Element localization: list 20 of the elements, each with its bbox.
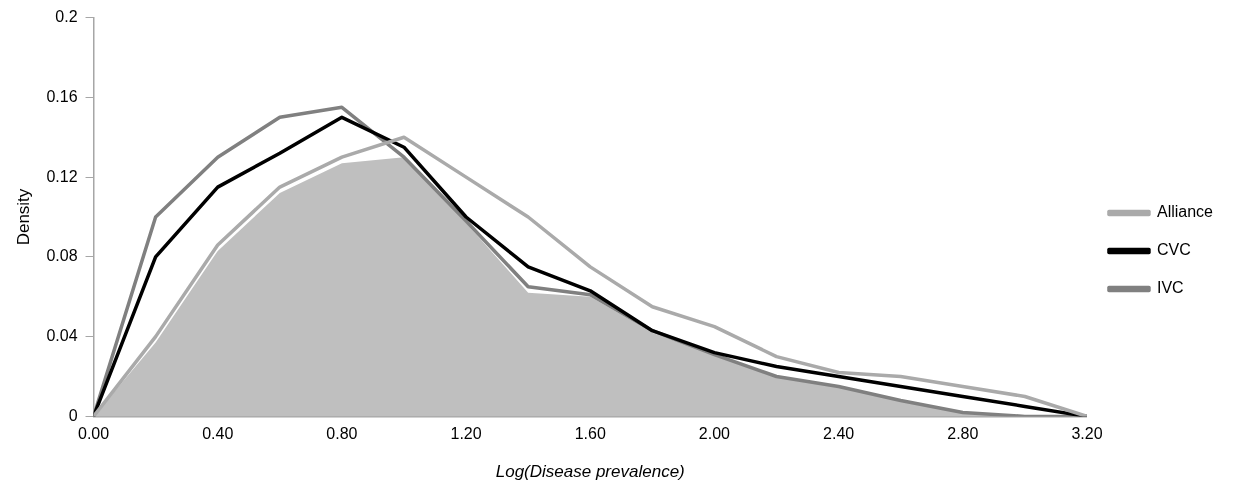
x-tick-label: 3.20 [1071,425,1103,443]
y-tick-label: 0.04 [46,327,78,345]
y-tick-label: 0.08 [46,247,78,265]
x-tick-label: 0.40 [202,425,234,443]
x-tick-label: 1.60 [574,425,606,443]
x-tick-label: 2.40 [823,425,855,443]
y-tick-label: 0.12 [46,167,78,185]
x-tick-label: 2.00 [698,425,731,443]
legend-label: IVC [1156,279,1184,297]
y-tick-label: 0 [68,406,78,424]
y-tick-label: 0.16 [46,87,78,105]
y-tick-label: 0.2 [55,8,78,26]
y-axis-title: Density [13,188,33,246]
legend-label: CVC [1156,241,1191,259]
legend-label: Alliance [1156,203,1214,221]
x-tick-label: 1.20 [450,425,482,443]
x-tick-label: 2.80 [947,425,979,443]
x-tick-label: 0.00 [77,425,110,443]
x-tick-label: 0.80 [326,425,358,443]
x-axis-title: Log(Disease prevalence) [495,461,685,481]
